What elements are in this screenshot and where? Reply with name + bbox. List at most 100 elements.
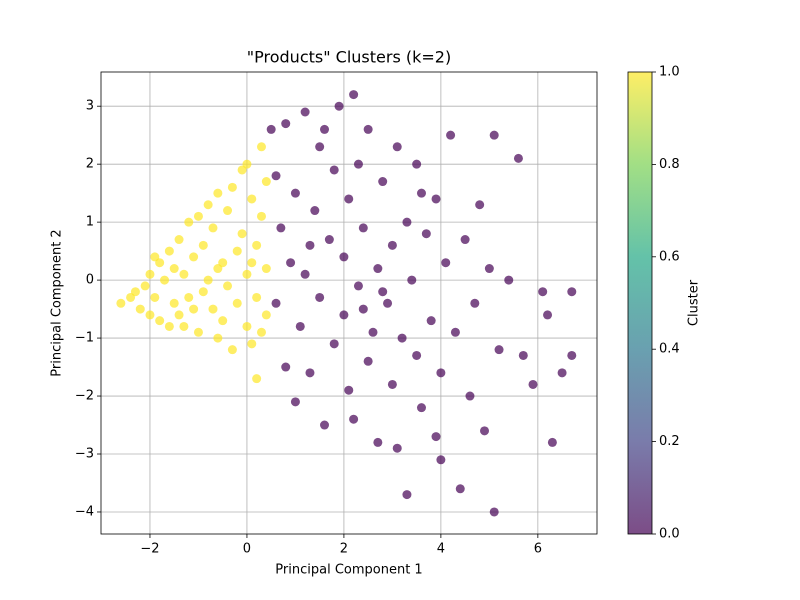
point xyxy=(256,142,266,152)
y-tick-label: −2 xyxy=(75,389,94,404)
x-tick-label: 6 xyxy=(534,542,542,557)
point xyxy=(324,235,334,245)
point xyxy=(184,292,194,302)
point xyxy=(213,188,223,198)
point xyxy=(271,298,281,308)
point xyxy=(426,316,436,326)
point xyxy=(547,437,557,447)
colorbar-tick-label: 0.8 xyxy=(659,157,680,172)
point xyxy=(189,252,199,262)
point xyxy=(227,182,237,192)
point xyxy=(261,310,271,320)
point xyxy=(198,287,208,297)
point xyxy=(164,321,174,331)
point xyxy=(237,229,247,239)
point xyxy=(242,321,252,331)
point xyxy=(286,258,296,268)
point xyxy=(213,333,223,343)
point xyxy=(460,235,470,245)
point xyxy=(261,264,271,274)
point xyxy=(193,327,203,337)
point xyxy=(349,414,359,424)
point xyxy=(543,310,553,320)
y-tick-label: 3 xyxy=(86,99,94,114)
point xyxy=(184,217,194,227)
point xyxy=(412,350,422,360)
point xyxy=(135,304,145,314)
point xyxy=(305,240,315,250)
point xyxy=(567,287,577,297)
point xyxy=(480,426,490,436)
point xyxy=(208,223,218,233)
point xyxy=(421,229,431,239)
point xyxy=(320,420,330,430)
y-tick-label: 2 xyxy=(86,157,94,172)
point xyxy=(504,275,514,285)
chart-title: "Products" Clusters (k=2) xyxy=(247,48,451,67)
point xyxy=(290,188,300,198)
point xyxy=(271,171,281,181)
point xyxy=(378,287,388,297)
point xyxy=(247,339,257,349)
point xyxy=(334,101,344,111)
point xyxy=(295,321,305,331)
point xyxy=(290,397,300,407)
point xyxy=(203,275,213,285)
point xyxy=(223,281,233,291)
point xyxy=(315,292,325,302)
point xyxy=(431,432,441,442)
point xyxy=(223,206,233,216)
point xyxy=(218,316,228,326)
point xyxy=(169,264,179,274)
point xyxy=(368,327,378,337)
point xyxy=(349,90,359,100)
point xyxy=(189,304,199,314)
point xyxy=(431,194,441,204)
point xyxy=(344,194,354,204)
point xyxy=(247,194,257,204)
colorbar-tick-label: 0.6 xyxy=(659,249,680,264)
point xyxy=(387,379,397,389)
x-tick-label: −2 xyxy=(140,542,159,557)
point xyxy=(436,455,446,465)
point xyxy=(339,310,349,320)
point xyxy=(150,292,160,302)
point xyxy=(353,281,363,291)
point xyxy=(130,287,140,297)
point xyxy=(281,119,291,129)
point xyxy=(310,206,320,216)
point xyxy=(203,200,213,210)
x-tick-label: 2 xyxy=(340,542,348,557)
point xyxy=(489,130,499,140)
point xyxy=(155,316,165,326)
point xyxy=(538,287,548,297)
point xyxy=(416,403,426,413)
colorbar-tick-label: 1.0 xyxy=(659,65,680,80)
point xyxy=(320,124,330,134)
point xyxy=(489,507,499,517)
point xyxy=(169,298,179,308)
point xyxy=(315,142,325,152)
y-tick-label: −3 xyxy=(75,447,94,462)
y-tick-label: −4 xyxy=(75,504,94,519)
point xyxy=(567,350,577,360)
y-tick-label: 0 xyxy=(86,273,94,288)
point xyxy=(242,269,252,279)
point xyxy=(518,350,528,360)
point xyxy=(145,269,155,279)
point xyxy=(528,379,538,389)
point xyxy=(193,211,203,221)
point xyxy=(252,240,262,250)
point xyxy=(256,327,266,337)
point xyxy=(266,124,276,134)
point xyxy=(116,298,126,308)
point xyxy=(436,368,446,378)
colorbar-tick-label: 0.2 xyxy=(659,434,680,449)
point xyxy=(373,264,383,274)
point xyxy=(387,240,397,250)
point xyxy=(446,130,456,140)
point xyxy=(363,356,373,366)
point xyxy=(252,374,262,384)
point xyxy=(329,165,339,175)
point xyxy=(232,246,242,256)
